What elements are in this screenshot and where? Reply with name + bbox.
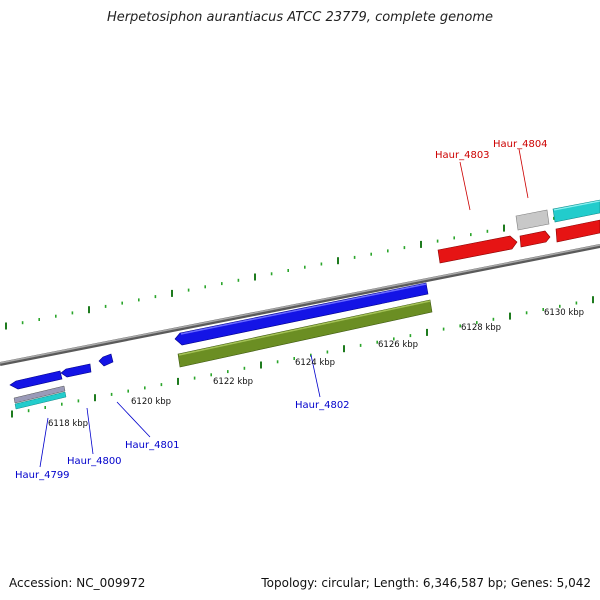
gene-haur-4799-blue[interactable]	[9, 370, 63, 390]
genome-summary-text: Topology: circular; Length: 6,346,587 bp…	[261, 576, 591, 590]
kbp-label-6130: 6130 kbp	[544, 308, 584, 318]
kbp-label-6120: 6120 kbp	[131, 397, 171, 407]
gene-label-haur-4804[interactable]: Haur_4804	[493, 139, 548, 150]
kbp-label-6122: 6122 kbp	[213, 377, 253, 387]
lower-tick-track	[11, 296, 594, 418]
map-title: Herpetosiphon aurantiacus ATCC 23779, co…	[106, 10, 494, 25]
gene-features	[9, 199, 600, 410]
gene-label-haur-4799[interactable]: Haur_4799	[15, 470, 70, 481]
kbp-label-6126: 6126 kbp	[378, 340, 418, 350]
gene-haur-4799-cyan[interactable]	[14, 391, 67, 410]
gene-haur-4804[interactable]	[519, 230, 551, 248]
gene-labels: Haur_4799 Haur_4800 Haur_4801 Haur_4802 …	[15, 139, 548, 481]
gene-haur-4802-olive[interactable]	[177, 299, 433, 368]
upper-tick-track	[5, 208, 588, 330]
genome-backbone	[0, 244, 600, 366]
kbp-label-6128: 6128 kbp	[461, 323, 501, 333]
kbp-label-6118: 6118 kbp	[48, 419, 88, 429]
gene-right-red[interactable]	[555, 219, 600, 243]
gene-haur-4802-blue[interactable]	[174, 282, 429, 346]
gene-haur-4803[interactable]	[437, 235, 518, 264]
gene-right-cyan[interactable]	[552, 199, 600, 223]
gene-gray[interactable]	[515, 209, 550, 231]
kbp-label-6124: 6124 kbp	[295, 358, 335, 368]
gene-haur-4801[interactable]	[98, 353, 114, 367]
gene-label-leaders	[39, 148, 529, 468]
gene-haur-4800[interactable]	[60, 363, 92, 378]
accession-text: Accession: NC_009972	[9, 576, 146, 590]
gene-label-haur-4801[interactable]: Haur_4801	[125, 440, 180, 451]
gene-label-haur-4802[interactable]: Haur_4802	[295, 400, 350, 411]
gene-haur-4799-gray[interactable]	[13, 385, 66, 404]
kbp-labels: 6118 kbp 6120 kbp 6122 kbp 6124 kbp 6126…	[48, 308, 584, 429]
gene-label-haur-4803[interactable]: Haur_4803	[435, 150, 490, 161]
gene-label-haur-4800[interactable]: Haur_4800	[67, 456, 122, 467]
